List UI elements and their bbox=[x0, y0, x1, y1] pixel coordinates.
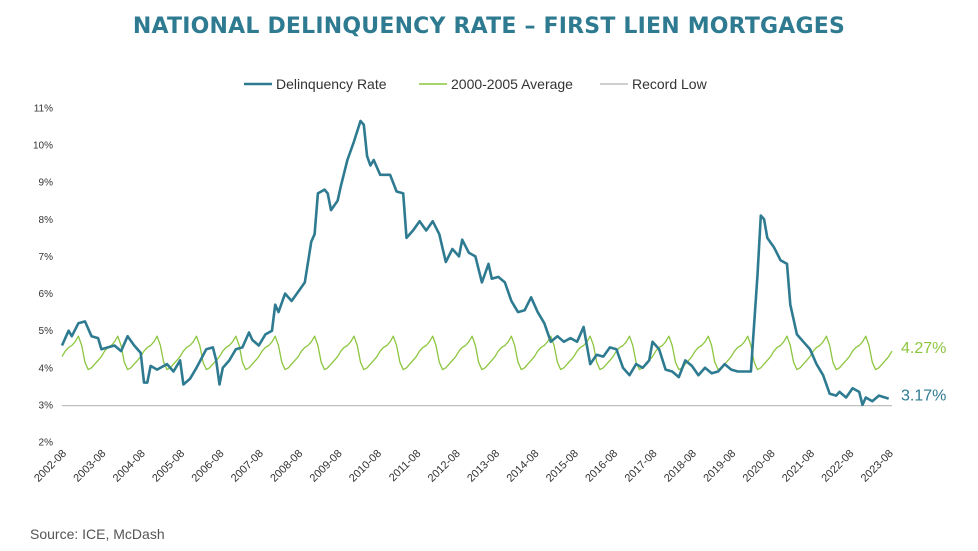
line-chart: Delinquency Rate 2000-2005 Average Record … bbox=[32, 76, 946, 485]
y-tick-label: 5% bbox=[39, 326, 54, 337]
y-tick-label: 9% bbox=[39, 178, 54, 189]
x-tick-label: 2022-08 bbox=[819, 448, 856, 485]
legend-label: 2000-2005 Average bbox=[451, 76, 573, 92]
x-tick-label: 2023-08 bbox=[859, 448, 896, 485]
x-tick-label: 2010-08 bbox=[347, 448, 384, 485]
x-tick-label: 2005-08 bbox=[150, 448, 187, 485]
x-tick-label: 2017-08 bbox=[623, 448, 660, 485]
x-tick-label: 2006-08 bbox=[190, 448, 227, 485]
x-tick-label: 2002-08 bbox=[32, 448, 69, 485]
y-axis: 2% 3% 4% 5% 6% 7% 8% 9% 10% 11% bbox=[33, 104, 53, 449]
x-tick-label: 2014-08 bbox=[504, 448, 541, 485]
x-tick-label: 2020-08 bbox=[741, 448, 778, 485]
x-tick-label: 2013-08 bbox=[465, 448, 502, 485]
x-tick-label: 2019-08 bbox=[701, 448, 738, 485]
y-tick-label: 3% bbox=[39, 400, 54, 411]
x-tick-label: 2021-08 bbox=[780, 448, 817, 485]
x-tick-label: 2009-08 bbox=[308, 448, 345, 485]
y-tick-label: 11% bbox=[34, 104, 53, 115]
legend-label: Record Low bbox=[632, 76, 708, 92]
x-tick-label: 2015-08 bbox=[544, 448, 581, 485]
chart-title: NATIONAL DELINQUENCY RATE – FIRST LIEN M… bbox=[132, 14, 846, 39]
x-axis: 2002-08 2003-08 2004-08 2005-08 2006-08 2007-… bbox=[32, 448, 896, 485]
series-line-delinquency bbox=[60, 119, 890, 407]
y-tick-label: 10% bbox=[33, 141, 53, 152]
average-end-label: 4.27% bbox=[901, 340, 946, 357]
x-tick-label: 2011-08 bbox=[387, 448, 423, 484]
x-tick-label: 2008-08 bbox=[268, 448, 305, 485]
x-tick-label: 2016-08 bbox=[583, 448, 620, 485]
legend-label: Delinquency Rate bbox=[276, 76, 387, 92]
plot-area: 4.27% 3.17% bbox=[60, 119, 946, 407]
series-line-average bbox=[61, 335, 893, 371]
delinquency-end-label: 3.17% bbox=[901, 388, 946, 405]
x-tick-label: 2018-08 bbox=[662, 448, 699, 485]
y-tick-label: 7% bbox=[39, 252, 54, 263]
y-tick-label: 4% bbox=[39, 363, 54, 374]
x-tick-label: 2012-08 bbox=[426, 448, 463, 485]
legend: Delinquency Rate 2000-2005 Average Record … bbox=[244, 76, 708, 92]
x-tick-label: 2003-08 bbox=[71, 448, 108, 485]
y-tick-label: 6% bbox=[39, 289, 54, 300]
source-note: Source: ICE, McDash bbox=[30, 526, 165, 542]
x-tick-label: 2004-08 bbox=[111, 448, 148, 485]
x-tick-label: 2007-08 bbox=[229, 448, 266, 485]
y-tick-label: 8% bbox=[39, 215, 54, 226]
y-tick-label: 2% bbox=[39, 438, 54, 449]
